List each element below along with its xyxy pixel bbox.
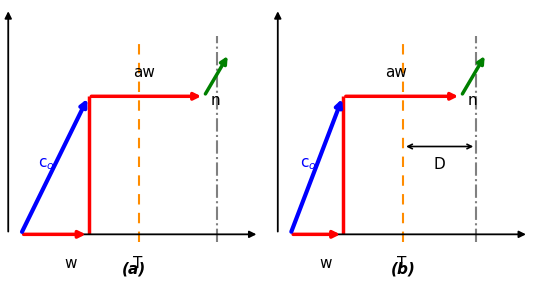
Text: (b): (b) [391, 262, 416, 277]
Text: n: n [467, 92, 477, 107]
Text: T: T [133, 256, 142, 271]
Text: (a): (a) [121, 262, 146, 277]
Text: n: n [211, 92, 220, 107]
Text: aw: aw [385, 65, 407, 80]
Text: aw: aw [133, 65, 155, 80]
Text: T: T [397, 256, 407, 271]
Text: c$_o$: c$_o$ [300, 156, 316, 172]
Text: c$_o$: c$_o$ [38, 156, 54, 172]
Text: w: w [319, 256, 332, 271]
Text: w: w [65, 256, 77, 271]
Text: D: D [434, 157, 446, 171]
